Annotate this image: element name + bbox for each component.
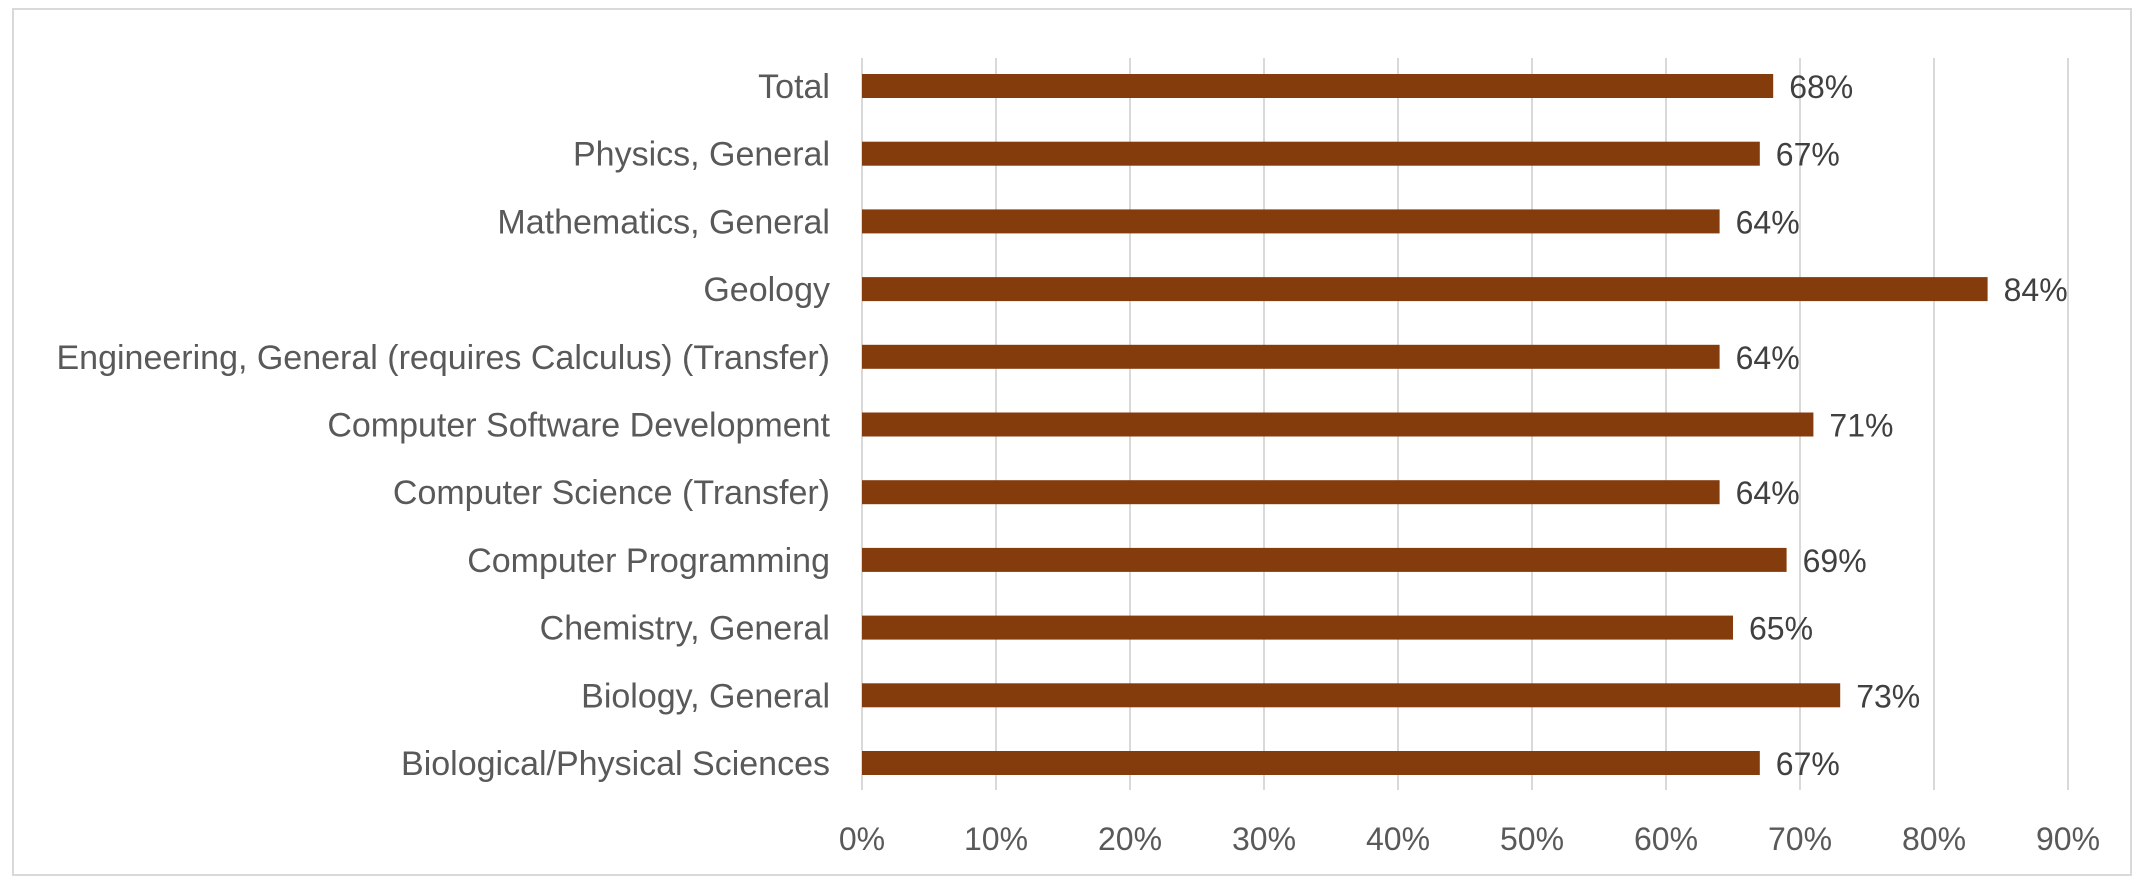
gridlines bbox=[861, 58, 2069, 790]
bar bbox=[862, 412, 1814, 437]
data-label: 65% bbox=[1749, 611, 1813, 647]
data-label: 68% bbox=[1789, 69, 1853, 105]
x-tick-label: 30% bbox=[1232, 821, 1296, 857]
bar bbox=[862, 615, 1733, 640]
bar bbox=[862, 547, 1787, 572]
category-label: Mathematics, General bbox=[497, 203, 830, 241]
category-label: Computer Programming bbox=[467, 542, 830, 580]
bars bbox=[862, 74, 1988, 775]
category-label: Physics, General bbox=[573, 136, 830, 174]
category-label: Engineering, General (requires Calculus)… bbox=[57, 339, 831, 377]
category-label: Biology, General bbox=[581, 677, 830, 715]
bar bbox=[862, 683, 1841, 708]
category-label: Geology bbox=[703, 271, 830, 309]
category-label: Total bbox=[758, 68, 830, 106]
bar bbox=[862, 74, 1774, 98]
category-label: Computer Science (Transfer) bbox=[393, 474, 830, 512]
data-label: 84% bbox=[2004, 272, 2068, 308]
x-tick-label: 50% bbox=[1500, 821, 1564, 857]
x-tick-label: 70% bbox=[1768, 821, 1832, 857]
category-labels: Total Physics, General Mathematics, Genera… bbox=[57, 68, 831, 783]
x-tick-label: 0% bbox=[839, 821, 885, 857]
category-label: Biological/Physical Sciences bbox=[401, 745, 830, 783]
x-tick-label: 80% bbox=[1902, 821, 1966, 857]
x-tick-label: 90% bbox=[2036, 821, 2100, 857]
data-label: 64% bbox=[1736, 475, 1800, 511]
data-label: 64% bbox=[1736, 204, 1800, 240]
bar bbox=[862, 209, 1720, 234]
bar bbox=[862, 751, 1760, 775]
x-tick-label: 20% bbox=[1098, 821, 1162, 857]
data-label: 67% bbox=[1776, 746, 1840, 782]
x-tick-label: 10% bbox=[964, 821, 1028, 857]
bar bbox=[862, 141, 1760, 166]
data-label: 73% bbox=[1856, 678, 1920, 714]
x-axis-tick-labels: 0% 10% 20% 30% 40% 50% 60% 70% 80% 90% bbox=[839, 821, 2100, 857]
data-labels: 68%67%64%84%64%71%64%69%65%73%67% bbox=[1736, 69, 2068, 782]
data-label: 71% bbox=[1829, 408, 1893, 444]
bar bbox=[862, 344, 1720, 369]
data-label: 64% bbox=[1736, 340, 1800, 376]
data-label: 69% bbox=[1803, 543, 1867, 579]
category-label: Computer Software Development bbox=[327, 407, 830, 445]
bar bbox=[862, 277, 1988, 302]
x-tick-label: 60% bbox=[1634, 821, 1698, 857]
data-label: 67% bbox=[1776, 137, 1840, 173]
bar bbox=[862, 480, 1720, 505]
x-tick-label: 40% bbox=[1366, 821, 1430, 857]
category-label: Chemistry, General bbox=[540, 610, 830, 648]
